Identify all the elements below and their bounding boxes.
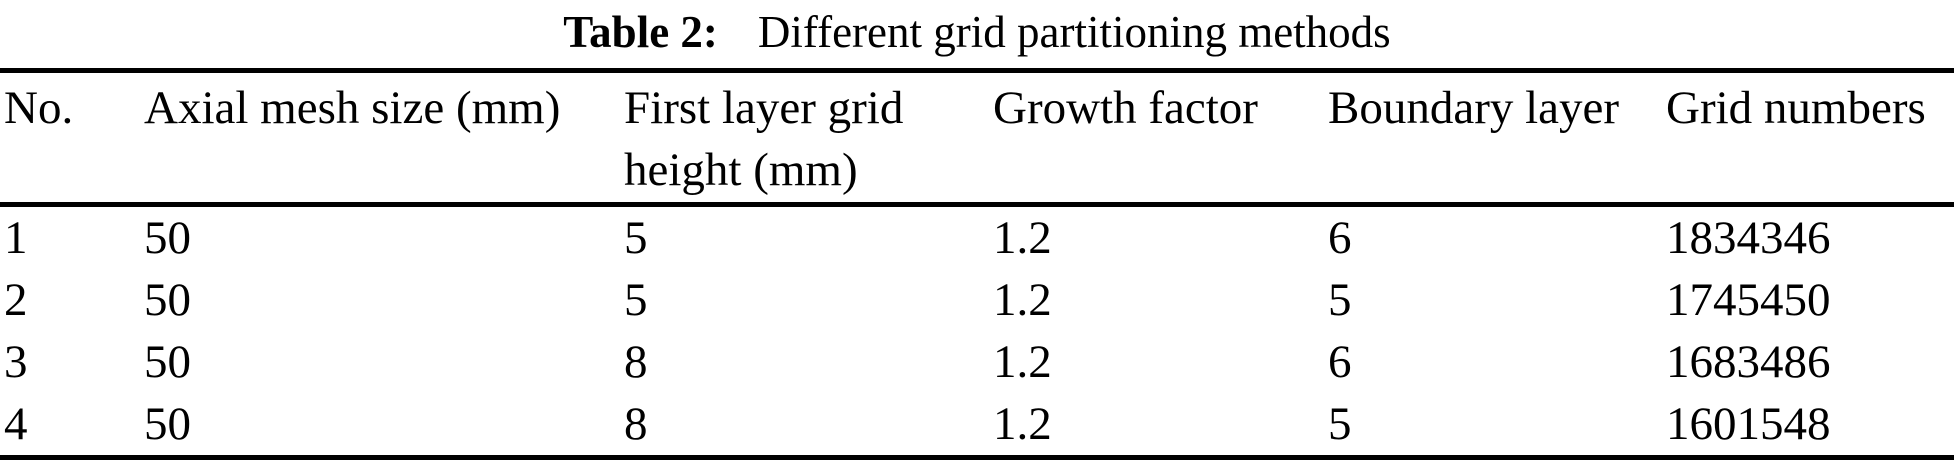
table-caption-text: Different grid partitioning methods xyxy=(757,7,1391,57)
column-header-boundary-layer: Boundary layer xyxy=(1328,70,1666,207)
table-cell: 6 xyxy=(1328,212,1352,264)
table-cell: 1.2 xyxy=(993,274,1052,326)
table-cell: 8 xyxy=(624,398,648,450)
column-header-grid-numbers: Grid numbers xyxy=(1666,70,1954,207)
table-cell: 1.2 xyxy=(993,336,1052,388)
table-caption: Table 2: Different grid partitioning meth… xyxy=(0,0,1954,68)
table-cell: 50 xyxy=(144,336,191,388)
table-cell: 50 xyxy=(144,398,191,450)
table-row: 4 50 8 1.2 5 1601548 xyxy=(0,393,1954,458)
table-cell: 4 xyxy=(4,398,28,450)
column-header-first-layer-grid-height: First layer grid height (mm) xyxy=(624,70,993,207)
table-cell: 2 xyxy=(4,274,28,326)
table-cell: 1601548 xyxy=(1666,398,1831,450)
column-header-no: No. xyxy=(0,70,144,207)
table-cell: 1745450 xyxy=(1666,274,1831,326)
table-row: 2 50 5 1.2 5 1745450 xyxy=(0,269,1954,331)
table-cell: 5 xyxy=(624,274,648,326)
table-cell: 5 xyxy=(1328,274,1352,326)
table-row: 3 50 8 1.2 6 1683486 xyxy=(0,331,1954,393)
table-cell: 1.2 xyxy=(993,212,1052,264)
table-cell: 3 xyxy=(4,336,28,388)
table-row: 1 50 5 1.2 6 1834346 xyxy=(0,205,1954,270)
table-cell: 1 xyxy=(4,212,28,264)
column-header-growth-factor: Growth factor xyxy=(993,70,1328,207)
column-header-axial-mesh-size: Axial mesh size (mm) xyxy=(144,70,624,207)
table-cell: 5 xyxy=(1328,398,1352,450)
table-cell: 1.2 xyxy=(993,398,1052,450)
table-cell: 50 xyxy=(144,274,191,326)
table-cell: 6 xyxy=(1328,336,1352,388)
table-body: 1 50 5 1.2 6 1834346 2 50 5 1.2 5 174545… xyxy=(0,205,1954,458)
grid-partitioning-table: No. Axial mesh size (mm) First layer gri… xyxy=(0,68,1954,460)
table-cell: 1834346 xyxy=(1666,212,1831,264)
table-caption-label: Table 2: xyxy=(563,7,718,57)
table-cell: 5 xyxy=(624,212,648,264)
table-cell: 8 xyxy=(624,336,648,388)
table-cell: 50 xyxy=(144,212,191,264)
header-row: No. Axial mesh size (mm) First layer gri… xyxy=(0,70,1954,207)
table-cell: 1683486 xyxy=(1666,336,1831,388)
